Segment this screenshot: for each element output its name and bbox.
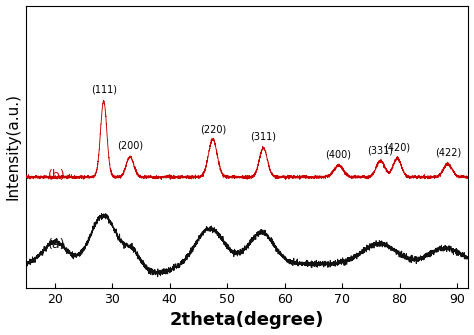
Text: (b): (b) bbox=[48, 169, 65, 182]
Text: (331): (331) bbox=[367, 146, 393, 156]
Text: (311): (311) bbox=[250, 132, 276, 142]
Text: (420): (420) bbox=[384, 143, 410, 153]
Text: (200): (200) bbox=[117, 141, 143, 150]
Text: (400): (400) bbox=[326, 149, 352, 159]
Text: (a): (a) bbox=[48, 238, 65, 251]
Text: (111): (111) bbox=[91, 85, 117, 95]
X-axis label: 2theta(degree): 2theta(degree) bbox=[170, 312, 325, 329]
Y-axis label: Intensity(a.u.): Intensity(a.u.) bbox=[6, 93, 20, 200]
Text: (422): (422) bbox=[435, 148, 461, 158]
Text: (220): (220) bbox=[200, 124, 226, 134]
